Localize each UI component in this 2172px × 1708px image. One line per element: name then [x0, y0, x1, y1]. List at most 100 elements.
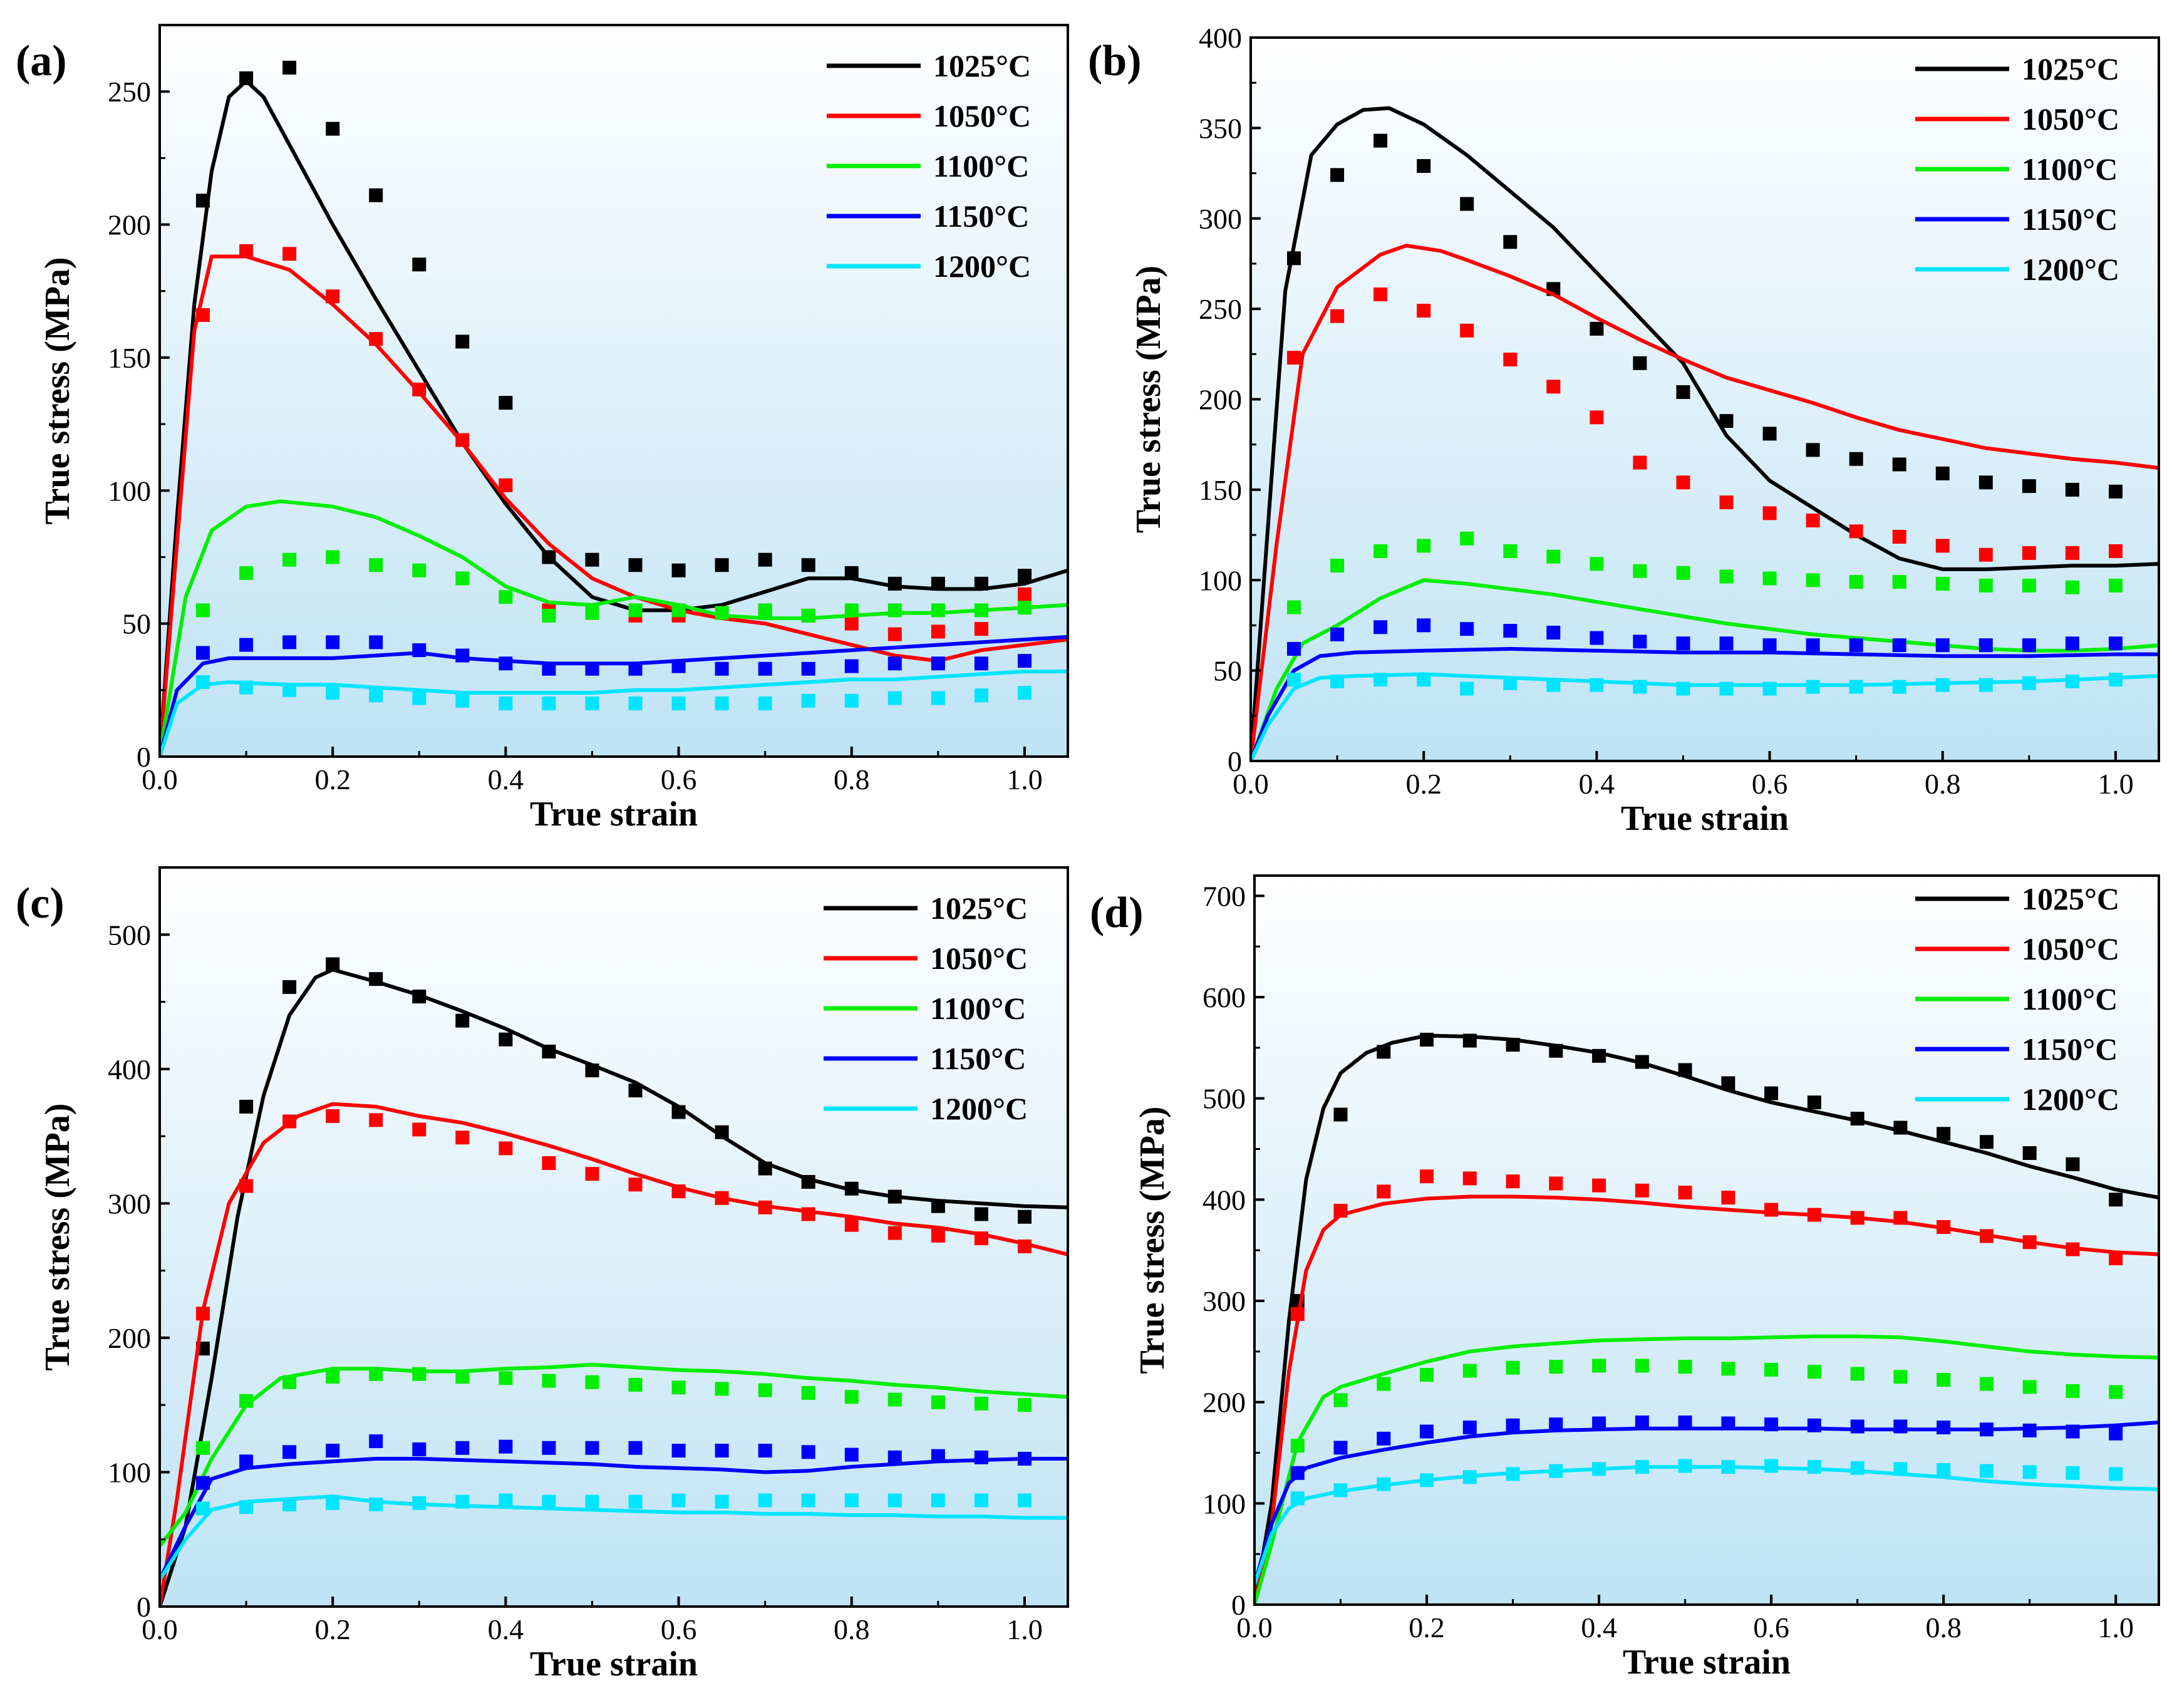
data-point — [887, 1493, 902, 1508]
data-point — [1546, 626, 1561, 639]
y-tick-label: 700 — [1202, 880, 1246, 912]
data-point — [412, 1122, 427, 1137]
data-point — [715, 1125, 729, 1139]
data-point — [2065, 546, 2079, 560]
data-point — [801, 661, 815, 676]
series-1050C — [1251, 244, 2159, 761]
data-point — [1850, 1461, 1864, 1475]
data-point — [239, 71, 254, 85]
data-point — [1937, 1421, 1951, 1435]
data-point — [671, 696, 686, 711]
data-point — [455, 334, 470, 349]
x-tick-label: 0.2 — [314, 763, 351, 795]
data-point — [844, 566, 859, 580]
data-point — [1503, 624, 1518, 638]
series-1025C — [1251, 106, 2159, 761]
data-point — [1549, 1176, 1563, 1191]
data-point — [1678, 1416, 1692, 1429]
data-point — [1330, 559, 1345, 573]
data-point — [2066, 1242, 2080, 1256]
data-point — [1590, 557, 1604, 571]
data-point — [1287, 351, 1301, 365]
legend-label: 1050°C — [930, 941, 1028, 976]
data-point — [455, 648, 470, 663]
series-1150C — [1254, 1416, 2159, 1585]
data-point — [1592, 1048, 1606, 1063]
data-point — [1678, 1459, 1692, 1473]
data-point — [1850, 1367, 1864, 1381]
data-point — [2066, 1384, 2080, 1398]
data-point — [282, 552, 297, 567]
data-point — [542, 1374, 556, 1388]
y-tick-label: 0 — [137, 1591, 151, 1623]
data-point — [282, 247, 297, 261]
data-point — [1330, 675, 1345, 688]
data-point — [369, 1113, 383, 1127]
plot-area — [160, 25, 1068, 757]
series-1025C — [160, 61, 1068, 757]
data-point — [326, 635, 340, 650]
data-point — [1503, 353, 1518, 366]
data-point — [1849, 638, 1863, 653]
data-point — [1420, 1424, 1434, 1439]
legend: 1025°C 1050°C 1100°C 1150°C 1200°C — [824, 891, 1028, 1126]
data-point — [844, 616, 859, 631]
data-point — [326, 550, 340, 564]
data-point — [931, 624, 945, 639]
data-point — [931, 1493, 945, 1508]
series-1150C — [160, 634, 1068, 757]
data-point — [1633, 455, 1647, 470]
data-point — [715, 606, 729, 620]
data-point — [1590, 410, 1604, 425]
legend-label: 1050°C — [2022, 101, 2119, 137]
data-point — [455, 1441, 470, 1455]
data-point — [1893, 1370, 1908, 1384]
data-point — [1592, 1359, 1606, 1373]
data-point — [1892, 638, 1906, 653]
data-point — [1764, 1417, 1779, 1432]
data-point — [196, 308, 210, 322]
data-point — [1549, 1043, 1563, 1058]
legend-label: 1150°C — [2022, 1032, 2118, 1067]
data-point — [1460, 531, 1474, 546]
data-point — [196, 646, 210, 660]
y-tick-label: 400 — [108, 1053, 151, 1085]
y-axis-title: True stress (MPa) — [38, 1103, 77, 1370]
data-point — [1676, 385, 1690, 399]
chart-panel-c: 0.0 0.2 0.4 0.6 0.8 1.0 0 100 200 300 400 500 True s… — [16, 866, 1069, 1684]
data-point — [628, 603, 643, 618]
series-1025C — [1254, 1032, 2159, 1605]
data-point — [1807, 1460, 1821, 1474]
data-point — [2022, 1380, 2037, 1394]
data-point — [239, 1099, 254, 1114]
data-point — [801, 1493, 815, 1508]
data-point — [628, 1084, 643, 1098]
data-point — [369, 558, 383, 572]
legend-label: 1025°C — [930, 891, 1028, 926]
data-point — [1460, 681, 1474, 696]
data-point — [1676, 636, 1690, 651]
data-point — [1549, 1360, 1563, 1374]
data-point — [499, 396, 513, 410]
y-tick-label: 100 — [108, 475, 151, 507]
data-point — [1937, 1373, 1951, 1387]
data-point — [1290, 1439, 1305, 1453]
data-point — [239, 1454, 254, 1469]
data-point — [1892, 680, 1906, 694]
data-point — [671, 1444, 686, 1458]
data-point — [1417, 304, 1431, 318]
data-point — [1333, 1204, 1348, 1218]
data-point — [2022, 1465, 2037, 1479]
data-point — [931, 576, 945, 591]
data-point — [1892, 530, 1906, 544]
x-tick-label: 0.8 — [1925, 1612, 1962, 1643]
y-tick-label: 150 — [1199, 474, 1242, 506]
legend: 1025°C 1050°C 1100°C 1150°C 1200°C — [1915, 51, 2119, 287]
legend-label: 1200°C — [2022, 252, 2119, 287]
series-line — [1251, 106, 2159, 761]
data-point — [1893, 1462, 1908, 1476]
data-point — [542, 608, 556, 623]
data-point — [974, 603, 988, 618]
legend-label: 1050°C — [933, 98, 1031, 133]
y-tick-label: 400 — [1202, 1184, 1246, 1216]
